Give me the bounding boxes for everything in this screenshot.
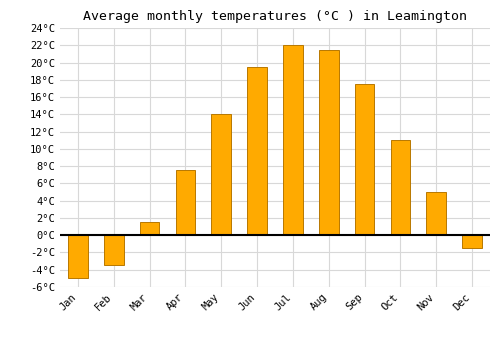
Bar (390, 140, 410, 235)
Bar (140, 222, 160, 235)
Bar (176, 170, 196, 235)
Bar (426, 192, 446, 235)
Bar (212, 114, 231, 235)
Title: Average monthly temperatures (°C ) in Leamington: Average monthly temperatures (°C ) in Le… (83, 10, 467, 23)
Bar (247, 67, 267, 235)
Bar (283, 45, 303, 235)
Bar (354, 84, 374, 235)
Bar (104, 235, 124, 265)
Bar (319, 50, 338, 235)
Bar (68, 235, 88, 278)
Bar (462, 235, 482, 248)
